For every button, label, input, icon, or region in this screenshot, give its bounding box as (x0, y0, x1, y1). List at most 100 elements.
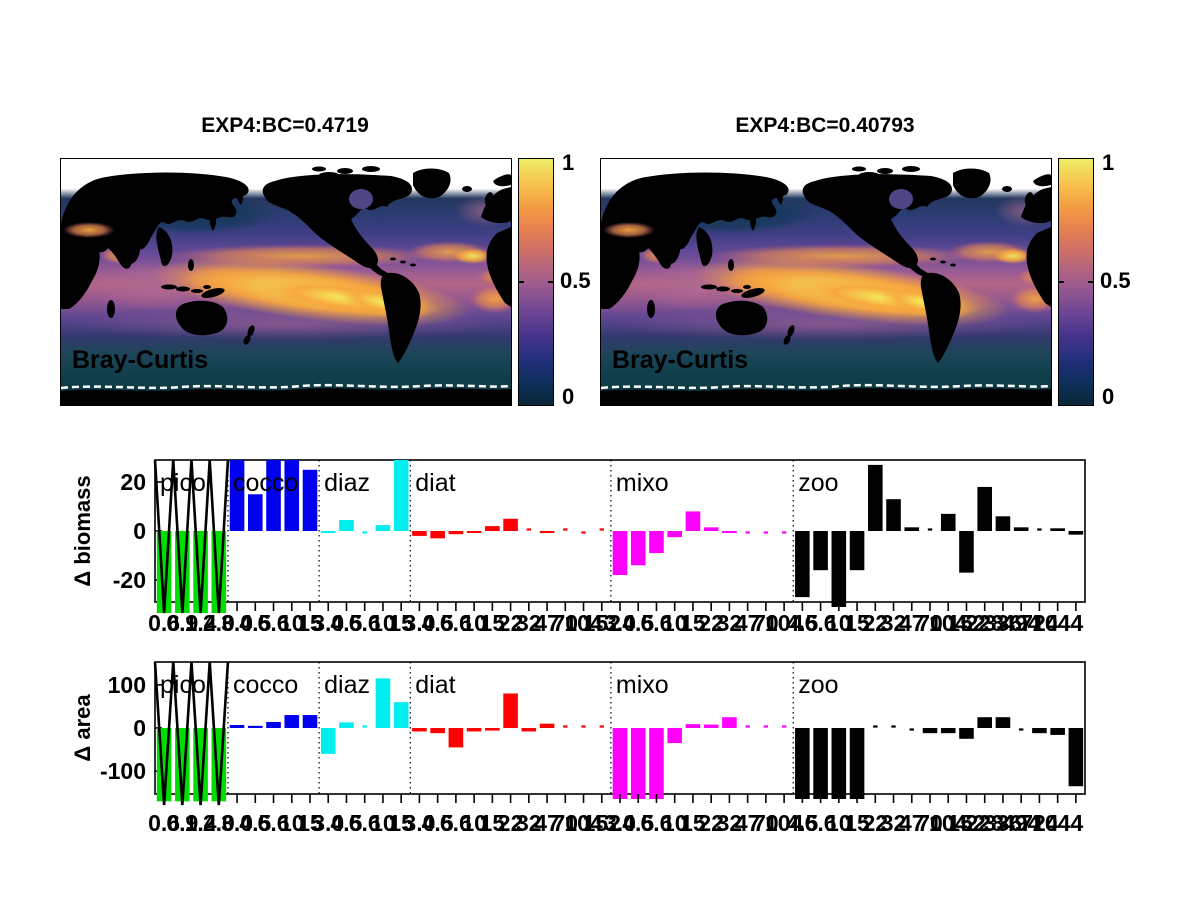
x-tick-label: 494 (1002, 810, 1041, 836)
bar-diat-5 (503, 518, 518, 531)
x-tick-label: 1.4 (185, 810, 217, 836)
bar-zoo-10 (977, 717, 992, 728)
scandinavia (493, 174, 511, 187)
x-tick-label: 10 (826, 810, 852, 836)
bar-zoo-0 (795, 531, 810, 598)
group-label-diat: diat (415, 671, 455, 699)
bar-diaz-4 (393, 702, 409, 728)
bar-mixo-9 (781, 725, 787, 728)
bar-diat-6 (526, 528, 532, 531)
mediterranean-bloom (603, 222, 655, 238)
x-tick-label: 1.4 (185, 610, 217, 636)
x-tick-label: 10 (826, 610, 852, 636)
y-axis-label: Δ biomass (70, 475, 95, 586)
group-label-cocco: cocco (233, 671, 298, 699)
bar-zoo-8 (940, 513, 956, 531)
bar-mixo-2 (649, 728, 664, 799)
map-overlay-label-right: Bray-Curtis (612, 346, 749, 374)
bar-diaz-0 (320, 728, 336, 754)
colorbar-tick-1: 1 (562, 150, 575, 175)
colorbar-mid-tick (1059, 281, 1064, 283)
antarctic-coast-halo (61, 383, 511, 390)
x-tick-label: 15 (388, 810, 414, 836)
group-label-zoo: zoo (798, 469, 838, 497)
x-tick-label: 22 (498, 810, 524, 836)
new-zealand (247, 325, 255, 337)
bar-zoo-8 (940, 728, 956, 734)
x-tick-label: 15 (297, 810, 323, 836)
x-tick-label: 228 (966, 610, 1005, 636)
x-tick-label: 70 (917, 610, 943, 636)
x-tick-label: 104 (765, 810, 804, 836)
indochina (696, 227, 713, 267)
bar-diat-5 (503, 693, 518, 728)
x-tick-label: 104 (765, 610, 804, 636)
bar-mixo-7 (745, 531, 750, 534)
x-tick-label: 32 (516, 610, 542, 636)
bar-mixo-3 (667, 728, 682, 744)
x-tick-label: 3.0 (312, 810, 344, 836)
bar-zoo-5 (891, 725, 896, 728)
x-tick-label: 47 (735, 610, 761, 636)
y-tick-label: 0 (133, 715, 146, 741)
x-tick-label: 152 (583, 610, 621, 636)
x-tick-label: 70 (753, 610, 779, 636)
x-tick-label: 6.6 (805, 810, 837, 836)
bar-cocco-1 (248, 494, 263, 531)
bar-diat-3 (466, 728, 482, 732)
x-tick-label: 10 (370, 810, 396, 836)
greenland (953, 168, 991, 199)
x-tick-label: 47 (899, 810, 925, 836)
x-tick-label: 4.5 (786, 810, 818, 836)
bar-zoo-12 (1013, 527, 1029, 531)
x-tick-label: 70 (753, 810, 779, 836)
colorbar-left (518, 158, 554, 406)
x-tick-label: 15 (680, 810, 706, 836)
x-tick-label: 6.6 (440, 610, 472, 636)
bar-zoo-11 (995, 717, 1011, 728)
x-tick-label: 2.0 (203, 610, 235, 636)
x-tick-label: 3.0 (312, 610, 344, 636)
bar-diaz-0 (320, 531, 336, 533)
mediterranean-bloom (63, 222, 115, 238)
iceland (1002, 186, 1012, 192)
x-tick-label: 1044 (1032, 810, 1083, 836)
group-label-zoo: zoo (798, 671, 838, 699)
colorbar-mid-tick (519, 281, 524, 283)
bar-diat-8 (563, 725, 568, 728)
bar-zoo-7 (927, 528, 933, 531)
bar-mixo-9 (781, 531, 787, 534)
hudson-bay (349, 189, 373, 209)
x-tick-label: 70 (552, 810, 578, 836)
x-tick-label: 3.0 (221, 610, 253, 636)
bar-zoo-4 (873, 725, 878, 728)
x-tick-label: 4.5 (622, 810, 654, 836)
x-tick-label: 3.0 (403, 610, 435, 636)
x-tick-label: 10 (662, 810, 688, 836)
bar-zoo-1 (813, 531, 828, 571)
y-tick-label: 0 (133, 518, 146, 544)
bar-diat-0 (412, 728, 427, 732)
bar-diat-7 (539, 531, 555, 533)
philippines (188, 259, 194, 271)
x-tick-label: 0.9 (166, 610, 198, 636)
group-label-mixo: mixo (616, 469, 669, 497)
australia (715, 300, 768, 336)
antarctica (61, 388, 511, 405)
x-tick-label: 10 (461, 810, 487, 836)
madagascar (647, 300, 655, 318)
bar-mixo-4 (685, 724, 701, 728)
bar-diat-7 (539, 723, 555, 728)
x-tick-label: 3.0 (604, 810, 636, 836)
bar-diat-1 (430, 531, 445, 539)
bar-zoo-6 (909, 728, 914, 731)
map-overlay-label-left: Bray-Curtis (72, 346, 209, 374)
colorbar-tick-05: 0.5 (1100, 268, 1131, 293)
bar-zoo-12 (1018, 728, 1024, 731)
continents (601, 166, 1051, 363)
bar-zoo-5 (886, 499, 901, 531)
bar-diat-9 (581, 725, 586, 728)
bar-mixo-6 (722, 531, 737, 533)
x-tick-label: 4.5 (330, 810, 362, 836)
map-title-left: EXP4:BC=0.4719 (201, 114, 369, 137)
